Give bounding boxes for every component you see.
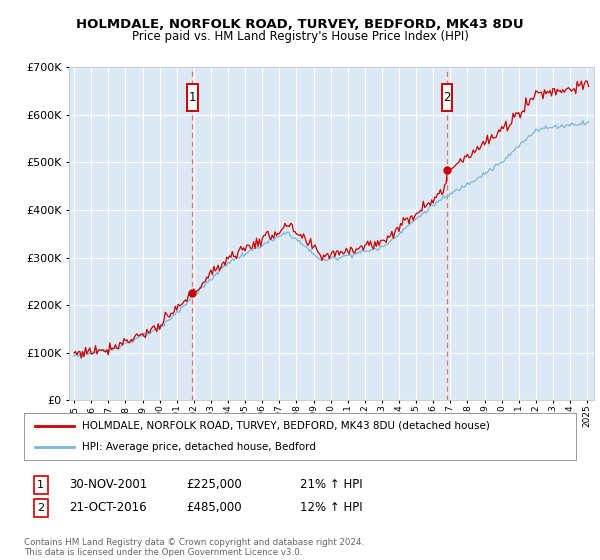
FancyBboxPatch shape: [187, 84, 197, 110]
Text: 1: 1: [37, 480, 44, 490]
Point: [70, 444, 77, 451]
Text: Price paid vs. HM Land Registry's House Price Index (HPI): Price paid vs. HM Land Registry's House …: [131, 30, 469, 43]
Text: 21% ↑ HPI: 21% ↑ HPI: [300, 478, 362, 492]
Text: 12% ↑ HPI: 12% ↑ HPI: [300, 501, 362, 515]
Text: 21-OCT-2016: 21-OCT-2016: [69, 501, 146, 515]
Text: 1: 1: [188, 91, 196, 104]
Text: 2: 2: [443, 91, 451, 104]
Text: Contains HM Land Registry data © Crown copyright and database right 2024.
This d: Contains HM Land Registry data © Crown c…: [24, 538, 364, 557]
Point: [31, 444, 38, 451]
Text: HOLMDALE, NORFOLK ROAD, TURVEY, BEDFORD, MK43 8DU: HOLMDALE, NORFOLK ROAD, TURVEY, BEDFORD,…: [76, 18, 524, 31]
Text: 2: 2: [37, 503, 44, 513]
Text: £485,000: £485,000: [186, 501, 242, 515]
FancyBboxPatch shape: [442, 84, 452, 110]
Text: £225,000: £225,000: [186, 478, 242, 492]
Point: [70, 422, 77, 429]
Text: HOLMDALE, NORFOLK ROAD, TURVEY, BEDFORD, MK43 8DU (detached house): HOLMDALE, NORFOLK ROAD, TURVEY, BEDFORD,…: [82, 421, 490, 431]
Point: [31, 422, 38, 429]
Text: HPI: Average price, detached house, Bedford: HPI: Average price, detached house, Bedf…: [82, 442, 316, 452]
Text: 30-NOV-2001: 30-NOV-2001: [69, 478, 147, 492]
